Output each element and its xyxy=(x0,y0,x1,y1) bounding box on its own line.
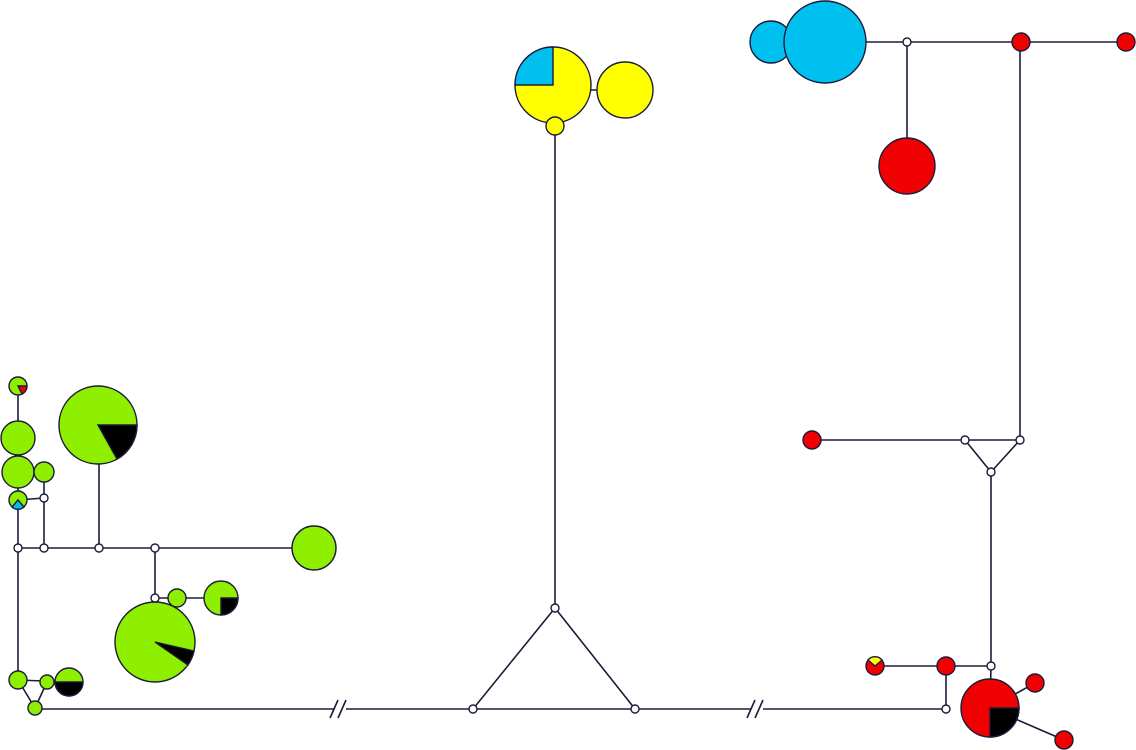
break-marks xyxy=(329,699,764,719)
edges xyxy=(17,41,1126,741)
median-vectors xyxy=(13,37,1025,714)
